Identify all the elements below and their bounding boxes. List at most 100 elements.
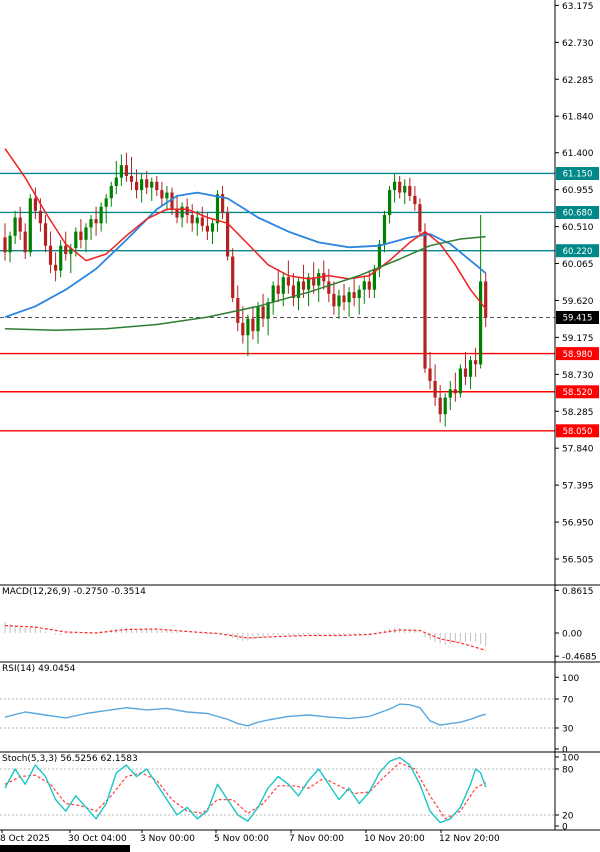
candle-body <box>433 381 437 398</box>
candle-body <box>231 256 235 298</box>
candle-body <box>54 264 58 271</box>
price-axis-label: 57.840 <box>562 445 594 455</box>
candle-body <box>145 179 149 188</box>
price-level-tag-label: 58.520 <box>563 388 593 398</box>
price-level-tag <box>556 385 599 399</box>
candle-body <box>423 231 427 369</box>
rsi-name: RSI(14) <box>2 664 36 674</box>
candle-body <box>438 397 442 415</box>
rsi-indicator-label: RSI(14) 49.0454 <box>2 664 78 674</box>
candle-body <box>408 185 412 196</box>
price-axis-label: 62.285 <box>562 76 594 86</box>
candle-body <box>413 195 417 205</box>
time-axis-label: 8 Oct 2025 <box>0 834 50 844</box>
candle-body <box>266 302 270 319</box>
candle-body <box>109 185 113 199</box>
candle-body <box>352 292 356 298</box>
price-axis-label: 59.175 <box>562 334 594 344</box>
candle-body <box>271 285 275 303</box>
stoch-indicator-label: Stoch(5,3,3) 56.5256 62.1583 <box>2 754 141 764</box>
candle-body <box>79 231 83 240</box>
price-level-tag <box>556 206 599 219</box>
candle-body <box>160 190 164 199</box>
candle-body <box>124 165 128 176</box>
candle-body <box>33 198 37 211</box>
candle-body <box>190 215 194 224</box>
candle-body <box>43 223 48 246</box>
candle-body <box>367 281 371 290</box>
price-axis-label: 60.510 <box>562 223 594 233</box>
candle-body <box>332 293 336 307</box>
rsi-axis-label: 100 <box>562 674 579 684</box>
candle-body <box>135 181 139 191</box>
candle-body <box>398 181 402 193</box>
candle-body <box>276 285 280 294</box>
candle-body <box>129 176 134 182</box>
stoch-axis-label: 20 <box>562 812 574 822</box>
time-axis-label: 30 Oct 04:00 <box>68 834 127 844</box>
time-axis-label: 10 Nov 20:00 <box>364 834 425 844</box>
candle-body <box>48 245 53 265</box>
candle-body <box>458 368 462 394</box>
candle-body <box>18 217 22 232</box>
stoch-k-line <box>4 756 487 824</box>
candle-body <box>286 277 290 286</box>
candle-body <box>474 360 478 365</box>
candle-body <box>200 217 204 226</box>
candle-body <box>377 244 381 269</box>
price-axis-label: 58.285 <box>562 408 594 418</box>
candle-body <box>479 281 483 365</box>
candle-body <box>74 231 78 249</box>
candle-body <box>312 277 316 286</box>
candle-body <box>256 306 260 332</box>
candle-body <box>261 306 265 319</box>
candle-body <box>180 206 184 218</box>
bottom-left-black-bar <box>0 845 130 852</box>
time-axis-label: 5 Nov 00:00 <box>214 834 269 844</box>
candle-body <box>403 185 407 193</box>
candle-body <box>362 281 366 290</box>
ma-green-line <box>4 235 486 332</box>
candle-body <box>13 217 17 236</box>
price-level-tag-label: 58.050 <box>563 427 593 437</box>
price-level-tag <box>556 167 599 180</box>
time-axis-label: 7 Nov 00:00 <box>289 834 344 844</box>
macd-axis-label: -0.4685 <box>562 653 597 663</box>
price-level-tag <box>556 311 599 324</box>
candle-body <box>89 219 93 228</box>
candle-body <box>150 181 154 188</box>
candle-body <box>291 285 295 298</box>
candle-body <box>195 217 199 224</box>
candle-body <box>99 206 103 224</box>
price-axis-label: 57.395 <box>562 482 594 492</box>
candle-body <box>463 368 468 377</box>
candle-body <box>388 190 392 215</box>
macd-axis-label: 0.8615 <box>562 587 594 597</box>
candle-body <box>337 295 341 307</box>
candle-body <box>342 295 346 303</box>
rsi-axis-label: 70 <box>562 696 574 706</box>
price-level-tag <box>556 424 599 438</box>
price-axis-label: 58.730 <box>562 371 594 381</box>
candle-body <box>226 212 230 257</box>
price-axis-label: 56.505 <box>562 556 594 566</box>
stoch-name: Stoch(5,3,3) <box>2 754 58 764</box>
price-axis-label: 63.175 <box>562 2 594 12</box>
stoch-value-2: 62.1583 <box>100 754 138 764</box>
candle-body <box>448 389 452 398</box>
candle-body <box>443 397 447 415</box>
price-level-tag <box>556 347 599 361</box>
candle-body <box>59 245 63 271</box>
ma-red-line <box>4 148 487 310</box>
price-axis-label: 60.955 <box>562 186 594 196</box>
price-level-tag <box>556 244 599 258</box>
candle-body <box>296 281 301 298</box>
candle-body <box>69 248 73 254</box>
candle-body <box>468 360 473 377</box>
candle-body <box>281 277 285 294</box>
candle-body <box>155 181 159 191</box>
candle-body <box>215 194 220 224</box>
candle-body <box>418 204 422 232</box>
candle-body <box>428 368 432 381</box>
